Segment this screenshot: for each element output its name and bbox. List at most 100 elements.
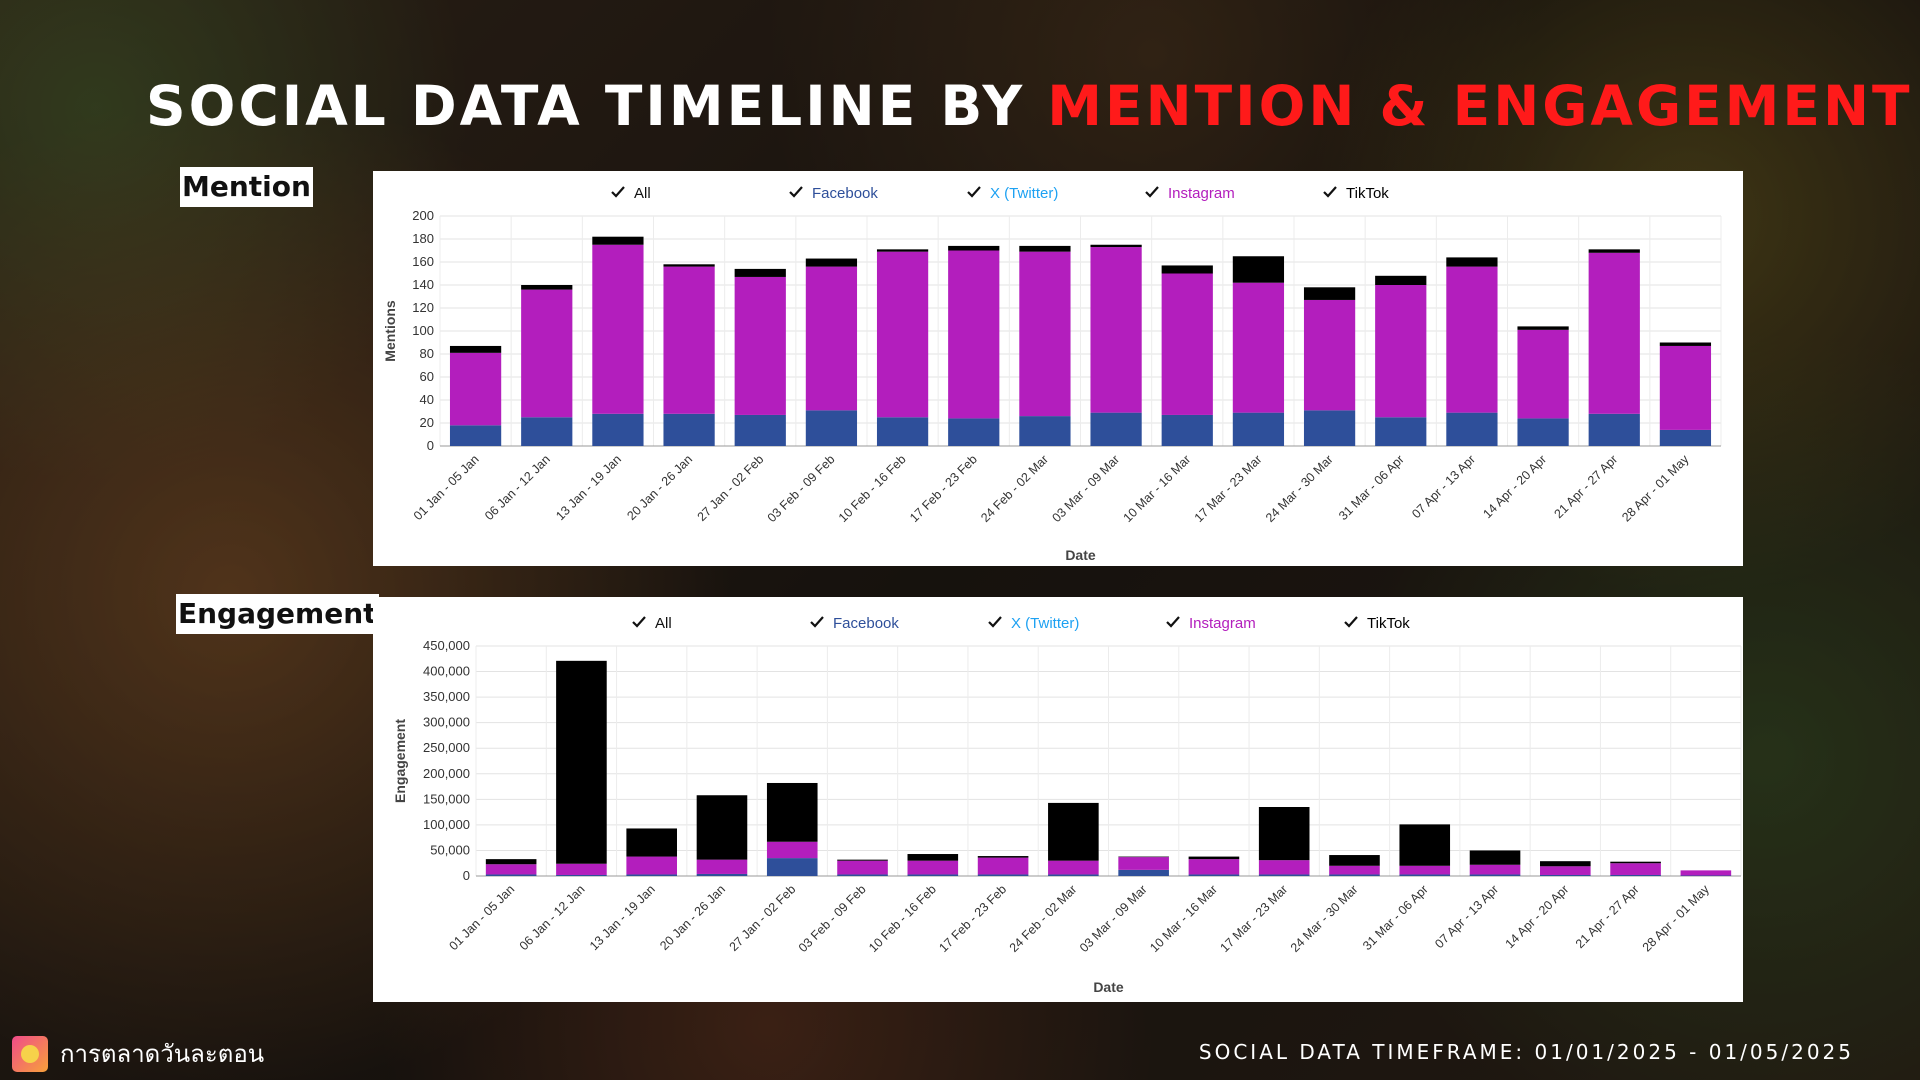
legend-label: All xyxy=(634,185,651,202)
bar-tiktok xyxy=(626,828,677,857)
x-tick-label: 28 Apr - 01 May xyxy=(1619,452,1692,525)
bar-instagram xyxy=(556,863,607,875)
engagement-chart: All Facebook X (Twitter) Instagram TikTok 0 50… xyxy=(392,615,1742,995)
bar-tiktok xyxy=(1517,326,1569,330)
x-tick-label: 17 Feb - 23 Feb xyxy=(907,452,980,525)
x-tick-label: 17 Mar - 23 Mar xyxy=(1192,452,1265,525)
x-tick-label: 24 Feb - 02 Mar xyxy=(978,452,1051,525)
bar-instagram xyxy=(805,266,858,411)
bar-instagram xyxy=(948,250,1000,419)
checkbox-icon xyxy=(988,616,1002,628)
x-tick-label: 07 Apr - 13 Apr xyxy=(1432,882,1501,951)
bar-instagram xyxy=(1469,864,1521,875)
y-tick-label: 100,000 xyxy=(423,817,470,832)
bar-facebook xyxy=(1659,429,1712,446)
brand-logo-icon xyxy=(12,1035,48,1072)
bar-facebook xyxy=(521,417,573,446)
bar-facebook xyxy=(837,874,888,876)
x-tick-label: 06 Jan - 12 Jan xyxy=(482,452,553,523)
mention-chart: All Facebook X (Twitter) Instagram TikTok 0 20… xyxy=(382,185,1722,563)
bar-instagram xyxy=(1118,857,1169,870)
x-tick-label: 24 Mar - 30 Mar xyxy=(1263,452,1336,525)
x-tick-label: 14 Apr - 20 Apr xyxy=(1480,452,1549,521)
bar-facebook xyxy=(556,874,607,876)
bar-tiktok xyxy=(1019,245,1071,252)
legend-item-all: All xyxy=(611,185,651,202)
bar-tiktok xyxy=(1469,850,1521,865)
bar-instagram xyxy=(734,276,786,415)
mention-section-label: Mention xyxy=(180,167,313,207)
bar-facebook xyxy=(1258,874,1310,876)
bar-facebook xyxy=(485,874,537,876)
y-axis-title: Mentions xyxy=(382,300,398,362)
x-tick-label: 06 Jan - 12 Jan xyxy=(517,882,588,953)
y-tick-label: 250,000 xyxy=(423,740,470,755)
x-tick-label: 01 Jan - 05 Jan xyxy=(411,452,482,523)
mention-chart-panel: All Facebook X (Twitter) Instagram TikTok 0 20… xyxy=(373,171,1743,566)
bar-tiktok xyxy=(696,795,748,860)
x-tick-label: 10 Feb - 16 Feb xyxy=(866,882,939,955)
bar-instagram xyxy=(1188,859,1240,875)
y-tick-label: 180 xyxy=(412,231,434,246)
title-main: SOCIAL DATA TIMELINE BY xyxy=(146,74,1048,138)
bar-facebook xyxy=(592,413,644,446)
legend-item-instagram: Instagram xyxy=(1145,185,1235,202)
bar-instagram xyxy=(1090,247,1142,413)
bar-instagram xyxy=(485,864,537,875)
bar-tiktok xyxy=(766,782,818,842)
bar-facebook xyxy=(1232,412,1285,446)
bar-facebook xyxy=(977,874,1029,876)
checkbox-icon xyxy=(1166,616,1180,628)
page-title: SOCIAL DATA TIMELINE BY MENTION & ENGAGE… xyxy=(146,74,1913,138)
bar-instagram xyxy=(1019,251,1071,417)
bar-instagram xyxy=(1517,329,1569,419)
bar-instagram xyxy=(1048,860,1099,875)
bar-instagram xyxy=(907,860,959,875)
y-tick-label: 200 xyxy=(412,208,434,223)
x-tick-label: 14 Apr - 20 Apr xyxy=(1503,882,1572,951)
bar-instagram xyxy=(1399,865,1451,875)
x-tick-label: 27 Jan - 02 Feb xyxy=(727,882,799,954)
bar-tiktok xyxy=(1161,265,1213,274)
x-tick-label: 24 Mar - 30 Mar xyxy=(1288,882,1361,955)
y-tick-label: 150,000 xyxy=(423,791,470,806)
x-tick-label: 17 Mar - 23 Mar xyxy=(1218,882,1291,955)
legend-item-x-twitter: X (Twitter) xyxy=(988,615,1079,632)
y-tick-label: 160 xyxy=(412,254,434,269)
bar-facebook xyxy=(1588,413,1640,446)
bar-tiktok xyxy=(1399,824,1451,866)
bar-tiktok xyxy=(876,249,929,252)
bar-tiktok xyxy=(556,660,607,864)
bar-facebook xyxy=(766,858,818,876)
bar-instagram xyxy=(977,857,1029,875)
bar-facebook xyxy=(1118,869,1169,876)
x-tick-label: 10 Mar - 16 Mar xyxy=(1121,452,1194,525)
bar-tiktok xyxy=(1588,249,1640,253)
timeframe-text: SOCIAL DATA TIMEFRAME: 01/01/2025 - 01/0… xyxy=(1198,1040,1854,1064)
x-tick-label: 10 Mar - 16 Mar xyxy=(1147,882,1220,955)
legend-item-facebook: Facebook xyxy=(789,185,878,202)
y-tick-label: 40 xyxy=(420,392,434,407)
legend-label: Instagram xyxy=(1189,615,1256,632)
bar-tiktok xyxy=(977,856,1029,858)
bar-tiktok xyxy=(1232,256,1285,283)
y-axis-title: Engagement xyxy=(392,719,408,803)
bar-tiktok xyxy=(1258,807,1310,861)
y-tick-label: 100 xyxy=(412,323,434,338)
bar-tiktok xyxy=(837,859,888,861)
y-tick-label: 0 xyxy=(463,868,470,883)
bar-instagram xyxy=(696,859,748,874)
bar-tiktok xyxy=(1610,861,1661,864)
bar-tiktok xyxy=(1303,287,1356,300)
engagement-chart-panel: All Facebook X (Twitter) Instagram TikTok 0 50… xyxy=(373,597,1743,1002)
bar-instagram xyxy=(1329,865,1380,875)
bar-tiktok xyxy=(948,245,1000,251)
legend-label: X (Twitter) xyxy=(990,185,1058,202)
x-tick-label: 21 Apr - 27 Apr xyxy=(1573,882,1642,951)
legend-label: Facebook xyxy=(812,185,878,202)
x-tick-label: 24 Feb - 02 Mar xyxy=(1007,882,1080,955)
bar-facebook xyxy=(1446,412,1498,446)
legend-label: Facebook xyxy=(833,615,899,632)
bar-instagram xyxy=(766,841,818,859)
legend-label: TikTok xyxy=(1367,615,1410,632)
